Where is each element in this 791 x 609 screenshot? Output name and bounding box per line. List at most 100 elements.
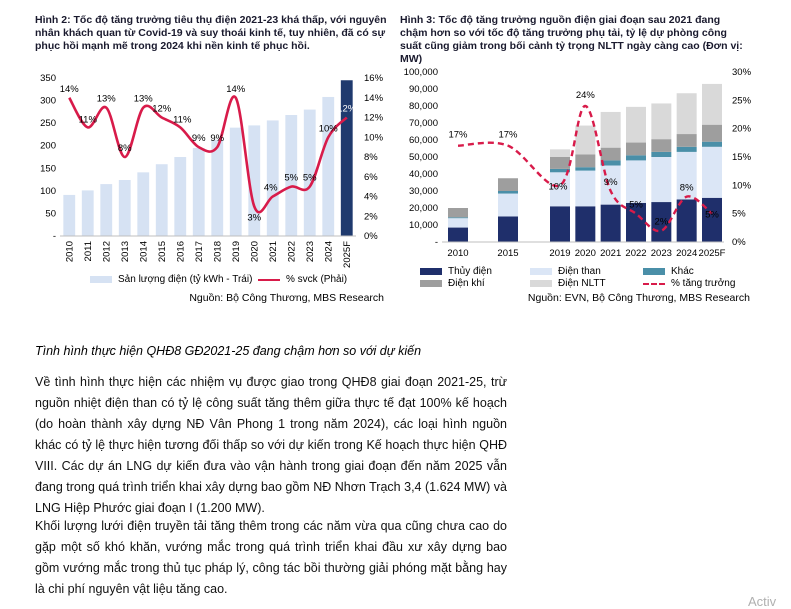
legend-item-renewable: Điện NLTT [530, 278, 606, 289]
data-label: 13% [134, 94, 154, 105]
x-tick-label: 2024 [323, 241, 334, 262]
stacked-bar-segment [677, 134, 697, 147]
x-tick-label: 2022 [625, 248, 646, 259]
data-label: 9% [604, 177, 618, 188]
x-tick-label: 2019 [231, 241, 242, 262]
legend-swatch-bar [90, 276, 112, 283]
stacked-bar-segment [601, 112, 621, 148]
figure-3-title: Hình 3: Tốc độ tăng trưởng nguồn điện gi… [400, 14, 750, 66]
bar [174, 157, 186, 236]
legend-item-gas: Điện khí [420, 278, 485, 289]
y-right-tick-label: 6% [364, 172, 378, 183]
data-label: 5% [705, 210, 719, 221]
stacked-bar-segment [550, 157, 570, 169]
data-label: 10% [319, 123, 339, 134]
legend-swatch-gas [420, 280, 442, 287]
stacked-bar-segment [550, 149, 570, 157]
stacked-bar-segment [575, 167, 595, 170]
x-tick-label: 2012 [101, 241, 112, 262]
data-label: 17% [448, 130, 468, 141]
bar [267, 120, 279, 236]
stacked-bar-segment [626, 143, 646, 156]
legend-label-production: Sản lượng điện (tỷ kWh - Trái) [118, 274, 252, 285]
legend-label-growth: % svck (Phải) [286, 274, 347, 285]
x-tick-label: 2014 [138, 241, 149, 262]
section-title: Tình hình thực hiện QHĐ8 GĐ2021-25 đang … [35, 344, 421, 358]
data-label: 3% [247, 212, 261, 223]
data-label: 8% [118, 143, 132, 154]
data-label: 11% [173, 114, 192, 125]
y-left-tick-label: 100 [40, 186, 56, 197]
y-left-tick-label: 50,000 [409, 152, 438, 163]
stacked-bar-segment [626, 155, 646, 160]
x-tick-label: 2024 [676, 248, 697, 259]
figure-2-title: Hình 2: Tốc độ tăng trưởng tiêu thụ điện… [35, 14, 388, 53]
stacked-bar-segment [651, 152, 671, 157]
y-right-tick-label: 10% [732, 180, 752, 191]
y-left-tick-label: 150 [40, 163, 56, 174]
x-tick-label: 2017 [194, 241, 205, 262]
x-tick-label: 2020 [575, 248, 596, 259]
legend-swatch-coal [530, 268, 552, 275]
stacked-bar-segment [550, 206, 570, 242]
x-tick-label: 2010 [447, 248, 468, 259]
legend-label-hydro: Thủy điện [448, 266, 492, 277]
x-tick-label: 2013 [120, 241, 131, 262]
stacked-bar-segment [575, 206, 595, 242]
y-right-tick-label: 5% [732, 209, 746, 220]
data-label: 12% [337, 104, 357, 115]
x-tick-label: 2023 [305, 241, 316, 262]
data-label: 14% [226, 84, 246, 95]
stacked-bar-segment [626, 107, 646, 143]
data-label: 24% [576, 90, 596, 101]
y-right-tick-label: 12% [364, 113, 384, 124]
y-left-tick-label: 100,000 [404, 67, 438, 78]
y-left-tick-label: 90,000 [409, 84, 438, 95]
bar [193, 148, 205, 236]
stacked-bar-segment [498, 194, 518, 217]
legend-label-coal: Điện than [558, 266, 601, 277]
y-right-tick-label: 4% [364, 192, 378, 203]
bar [230, 128, 242, 236]
bar [63, 195, 75, 236]
y-left-tick-label: - [435, 237, 438, 248]
figure-3-source: Nguồn: EVN, Bộ Công Thương, MBS Research [420, 292, 750, 304]
y-right-tick-label: 10% [364, 132, 384, 143]
y-right-tick-label: 2% [364, 211, 378, 222]
x-tick-label: 2021 [268, 241, 279, 262]
stacked-bar-segment [575, 154, 595, 167]
y-right-tick-label: 0% [732, 237, 746, 248]
stacked-bar-segment [601, 148, 621, 161]
bar [211, 140, 223, 236]
stacked-bar-segment [677, 93, 697, 134]
x-tick-label: 2021 [600, 248, 621, 259]
data-label: 10% [548, 181, 568, 192]
legend-swatch-renewable [530, 280, 552, 287]
data-label: 13% [97, 94, 117, 105]
stacked-bar-segment [448, 218, 468, 227]
y-left-tick-label: 20,000 [409, 203, 438, 214]
bar [119, 180, 131, 236]
stacked-bar-segment [575, 126, 595, 155]
y-left-tick-label: - [53, 231, 56, 242]
y-left-tick-label: 350 [40, 73, 56, 84]
legend-item-growth: % svck (Phải) [258, 274, 347, 285]
data-label: 11% [79, 114, 98, 125]
bar [156, 164, 168, 236]
data-label: 8% [680, 183, 694, 194]
stacked-bar-segment [448, 208, 468, 217]
y-right-tick-label: 30% [732, 67, 752, 78]
y-right-tick-label: 16% [364, 73, 384, 84]
x-tick-label: 2025F [699, 248, 726, 259]
y-right-tick-label: 0% [364, 231, 378, 242]
y-left-tick-label: 250 [40, 118, 56, 129]
data-label: 5% [303, 173, 317, 184]
x-tick-label: 2022 [286, 241, 297, 262]
legend-swatch-other [643, 268, 665, 275]
legend-item-production: Sản lượng điện (tỷ kWh - Trái) [90, 274, 252, 285]
stacked-bar-segment [498, 191, 518, 194]
data-label: 9% [192, 133, 206, 144]
y-right-tick-label: 20% [732, 124, 752, 135]
figure-2-source: Nguồn: Bộ Công Thương, MBS Research [60, 292, 384, 304]
y-left-tick-label: 50 [45, 208, 56, 219]
